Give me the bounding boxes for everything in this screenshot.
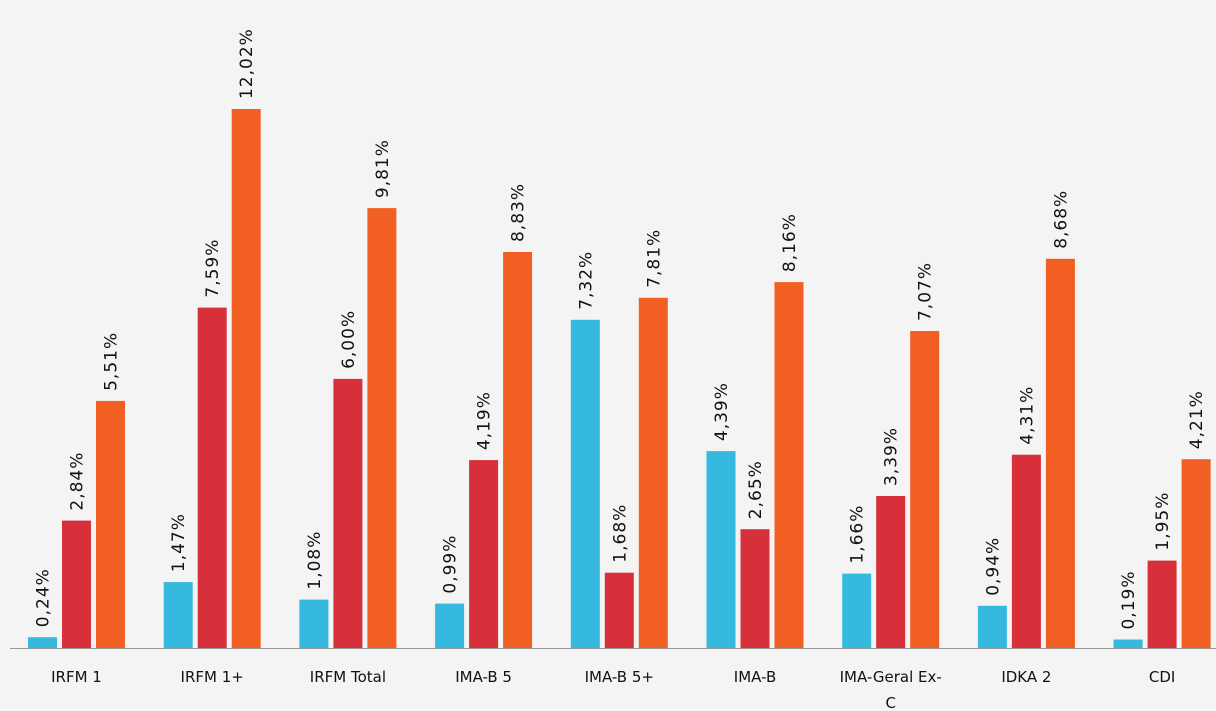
bar-6-1 [876,496,906,648]
bar-value-label-0-1: 2,84% [68,452,88,511]
bar-value-label-2-2: 9,81% [373,139,393,198]
bar-3-1 [469,460,499,648]
bar-value-label-0-0: 0,24% [34,568,54,627]
bar-value-label-4-1: 1,68% [610,504,630,563]
bar-0-0 [28,637,57,648]
bar-value-label-2-0: 1,08% [305,531,325,590]
bar-value-label-4-0: 7,32% [576,251,596,310]
bar-value-label-5-1: 2,65% [746,460,766,519]
bar-value-label-7-0: 0,94% [983,537,1003,596]
category-label-5: IMA-B [734,668,776,686]
bar-7-1 [1011,454,1041,648]
bar-value-label-6-1: 3,39% [882,427,902,486]
bar-2-0 [299,599,329,648]
bar-value-label-8-2: 4,21% [1187,390,1207,449]
category-label-3: IMA-B 5 [455,668,512,686]
bar-value-label-7-1: 4,31% [1017,386,1037,445]
category-label-6: IMA-Geral Ex-C [840,668,942,711]
bar-1-2 [231,109,261,648]
bar-6-0 [842,573,872,648]
category-label-7: IDKA 2 [1001,668,1051,686]
bar-value-label-7-2: 8,68% [1051,190,1071,249]
bar-labels-layer: 0,24% 2,84% 5,51% 1,47% 7,59% 12,02% 1,08% 6,00… [34,28,1208,629]
bar-value-label-0-2: 5,51% [102,332,122,391]
bar-1-0 [163,582,193,648]
bar-value-label-1-2: 12,02% [237,28,257,99]
bar-7-0 [977,605,1007,648]
bar-3-0 [435,603,465,648]
bar-6-2 [910,331,940,648]
category-label-2: IRFM Total [310,668,386,686]
bar-7-2 [1045,258,1075,648]
bar-8-2 [1181,459,1211,648]
bar-5-1 [740,529,770,648]
bar-value-label-2-1: 6,00% [339,310,359,369]
category-label-4: IMA-B 5+ [585,668,654,686]
bar-0-2 [96,400,125,648]
bar-value-label-8-0: 0,19% [1119,570,1139,629]
bar-value-label-4-2: 7,81% [644,229,664,288]
bar-4-1 [604,572,634,648]
bar-4-2 [638,297,668,648]
category-label-0: IRFM 1 [51,668,102,686]
bar-value-label-3-0: 0,99% [441,535,461,594]
bar-4-0 [570,319,600,648]
bar-value-label-1-1: 7,59% [203,239,223,298]
bar-0-1 [62,520,91,648]
bar-value-label-3-1: 4,19% [475,391,495,450]
category-labels-layer: IRFM 1 IRFM 1+ IRFM Total IMA-B 5 IMA-B 5+ IM… [51,668,1175,711]
bar-8-1 [1147,560,1177,648]
bar-5-0 [706,451,736,648]
bar-1-1 [197,307,227,648]
bar-5-2 [774,282,804,648]
bar-value-label-8-1: 1,95% [1153,492,1173,551]
bars-layer [28,109,1211,648]
bar-value-label-6-2: 7,07% [916,262,936,321]
bar-2-1 [333,378,363,648]
bar-value-label-3-2: 8,83% [509,183,529,242]
category-label-1: IRFM 1+ [181,668,244,686]
bar-value-label-5-0: 4,39% [712,382,732,441]
bar-3-2 [503,252,533,648]
bar-value-label-5-2: 8,16% [780,213,800,272]
bar-8-0 [1113,639,1143,648]
category-label-8: CDI [1149,668,1175,686]
bar-value-label-1-0: 1,47% [169,513,189,572]
bar-value-label-6-0: 1,66% [848,505,868,564]
bar-2-2 [367,208,397,648]
